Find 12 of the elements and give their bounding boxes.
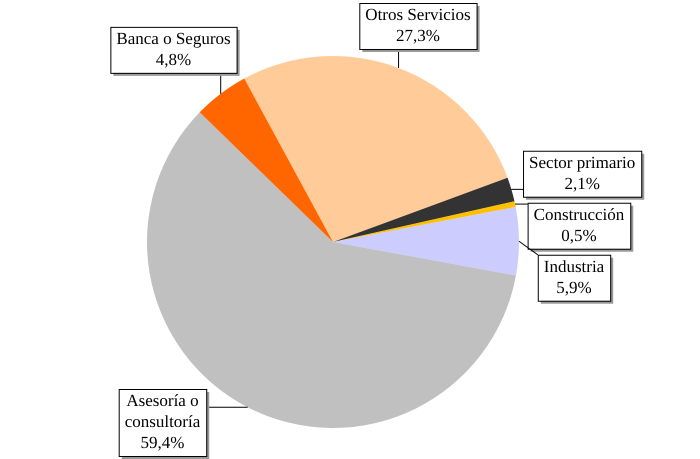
slice-label: Banca o Seguros [116, 28, 231, 48]
data-label: 0,5% [561, 226, 597, 245]
slice-label: Construcción [534, 204, 625, 224]
data-label: 5,9% [556, 278, 592, 297]
slice-label: Sector primario [529, 152, 636, 172]
data-label: 4,8% [156, 50, 192, 69]
slice-label: Asesoría o consultoría [124, 390, 201, 431]
data-label: 59,4% [140, 432, 184, 452]
slice-label: Otros Servicios [365, 4, 471, 24]
slice-label: Industria [544, 256, 605, 276]
data-label: 2,1% [564, 174, 600, 193]
data-label: 27,3% [396, 26, 440, 45]
